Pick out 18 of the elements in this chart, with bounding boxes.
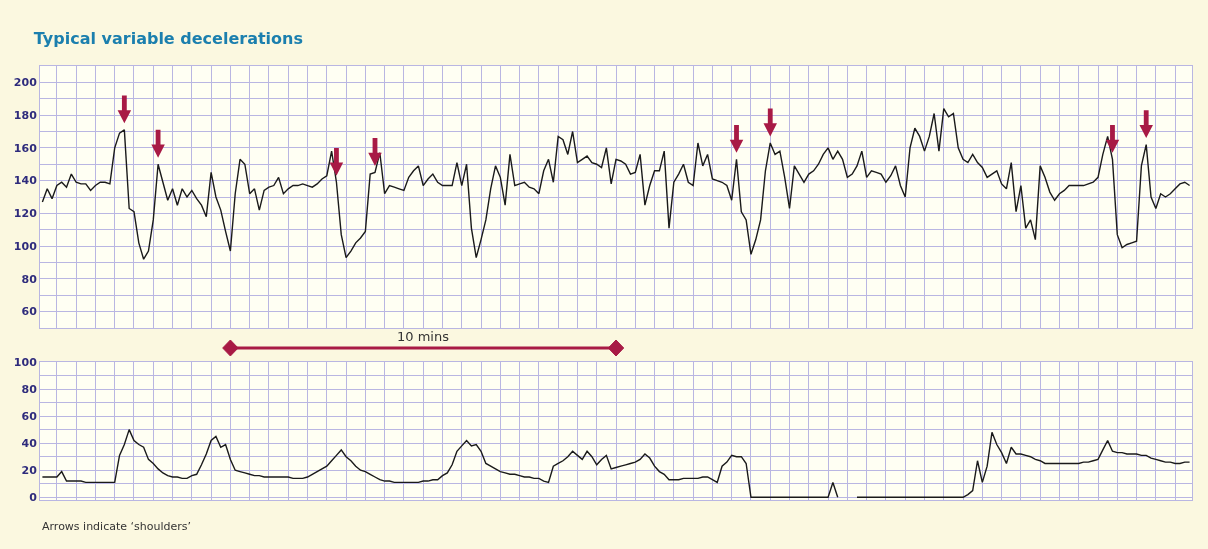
text: Arrows indicate ‘shoulders’: [42, 520, 191, 533]
line-series: [41, 107, 1191, 260]
y-tick-label: 200: [13, 76, 38, 90]
y-tick-label: 160: [13, 141, 38, 155]
y-tick-label: 120: [13, 207, 38, 221]
y-tick-label: 40: [21, 437, 38, 451]
y-tick-label: 20: [21, 464, 38, 478]
y-tick-label: 60: [21, 409, 38, 423]
y-tick-label: 100: [13, 239, 38, 253]
y-tick-label: 60: [21, 305, 38, 319]
y-tick-label: 100: [13, 355, 38, 369]
y-tick-label: 180: [13, 108, 38, 122]
y-tick-label: 80: [21, 382, 38, 396]
y-tick-label: 140: [13, 174, 38, 188]
y-tick-label: 80: [21, 272, 38, 286]
chart-title: Typical variable decelerations: [33, 28, 304, 48]
y-tick-label: 0: [29, 491, 38, 505]
text: 10 mins: [397, 329, 450, 344]
